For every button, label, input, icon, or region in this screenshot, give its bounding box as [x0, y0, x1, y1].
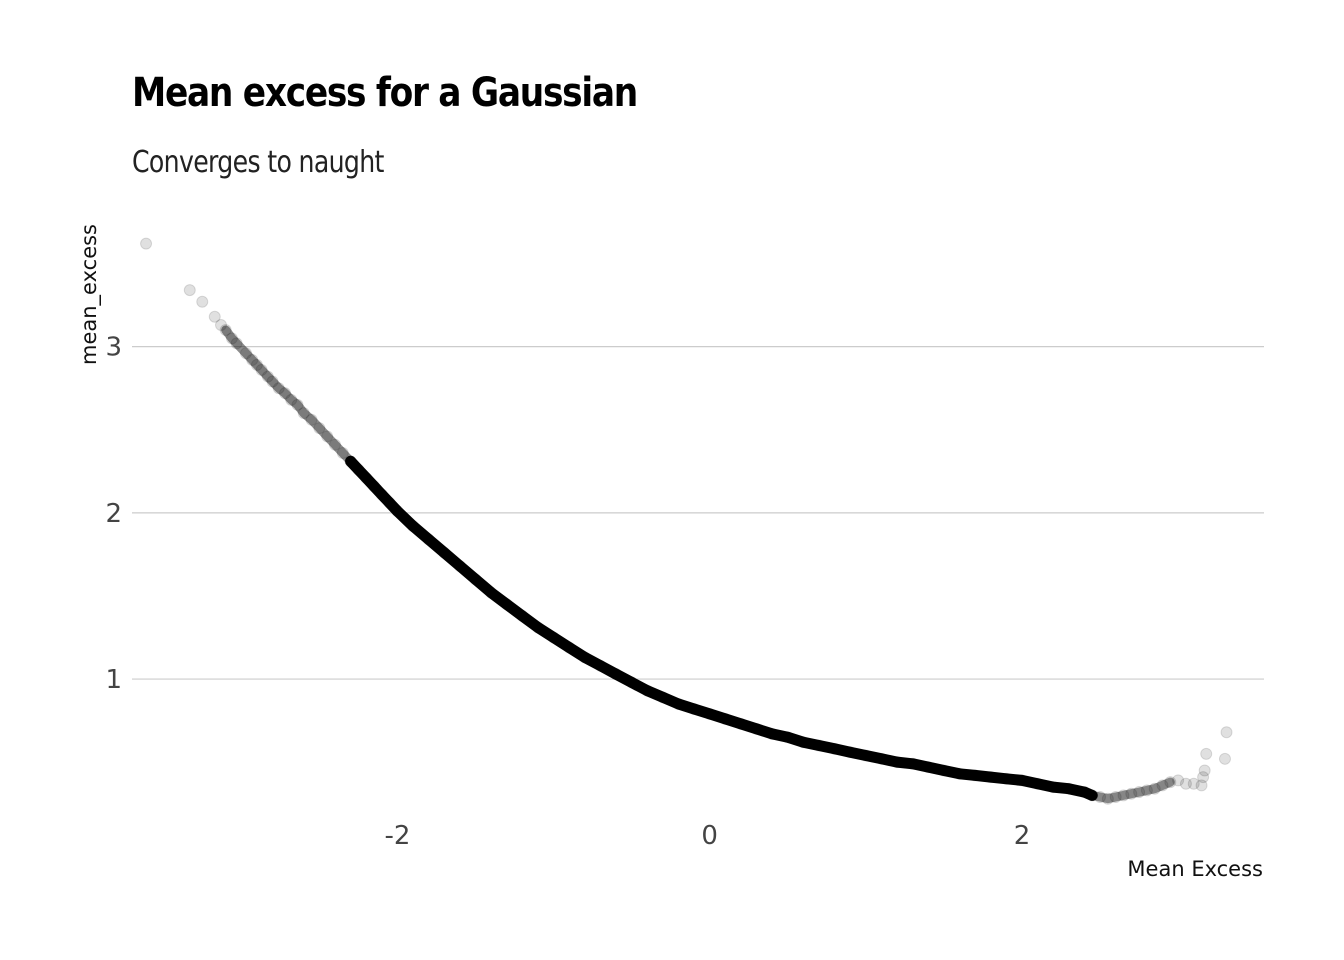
chart-title: Mean excess for a Gaussian	[132, 70, 638, 116]
data-point	[239, 347, 252, 360]
data-point	[1101, 792, 1114, 805]
data-point	[196, 295, 209, 308]
data-point	[336, 447, 349, 460]
data-point	[261, 370, 274, 383]
gridlines	[132, 346, 1264, 680]
chart-subtitle: Converges to naught	[132, 145, 384, 180]
data-point	[1117, 789, 1130, 802]
semi-dense-point-band	[221, 325, 371, 483]
data-point	[1187, 777, 1200, 790]
data-point	[1200, 747, 1213, 760]
data-point	[291, 398, 304, 411]
tick-labels: 1 2 3 -2 0 2	[105, 333, 1030, 851]
data-point	[1172, 774, 1185, 787]
data-points	[140, 237, 1233, 805]
data-point	[1197, 771, 1210, 784]
data-point	[230, 337, 243, 350]
x-tick-label: -2	[384, 821, 410, 851]
data-point	[272, 382, 285, 395]
data-point	[208, 310, 221, 323]
data-point	[1140, 784, 1153, 797]
data-point	[255, 363, 268, 376]
x-tick-label: 2	[1014, 821, 1031, 851]
data-point	[1198, 764, 1211, 777]
x-tick-label: 0	[701, 821, 718, 851]
data-point	[246, 353, 259, 366]
data-point	[321, 430, 334, 443]
data-point	[305, 413, 318, 426]
data-point	[250, 358, 263, 371]
y-tick-label: 2	[105, 499, 122, 529]
data-point	[1179, 777, 1192, 790]
data-point	[1133, 786, 1146, 799]
data-point	[1164, 776, 1177, 789]
data-point	[140, 237, 153, 250]
data-point	[1156, 779, 1169, 792]
semi-dense-point-band-right	[1079, 777, 1175, 804]
data-point	[225, 332, 238, 345]
y-tick-label: 3	[105, 333, 122, 363]
x-axis-title: Mean Excess	[1127, 857, 1263, 881]
data-point	[285, 393, 298, 406]
y-axis-title: mean_excess	[77, 224, 102, 365]
data-point	[219, 324, 232, 337]
data-point	[1148, 782, 1161, 795]
data-point	[1218, 752, 1231, 765]
dense-point-band	[345, 455, 1098, 801]
data-point	[266, 375, 279, 388]
data-point	[328, 438, 341, 451]
data-point	[1109, 791, 1122, 804]
data-point	[279, 387, 292, 400]
data-point	[1195, 779, 1208, 792]
data-point	[297, 407, 310, 420]
y-tick-label: 1	[105, 665, 122, 695]
data-point	[1220, 726, 1233, 739]
data-point	[1125, 787, 1138, 800]
data-point	[214, 319, 227, 332]
data-point	[183, 284, 196, 297]
data-point	[313, 422, 326, 435]
